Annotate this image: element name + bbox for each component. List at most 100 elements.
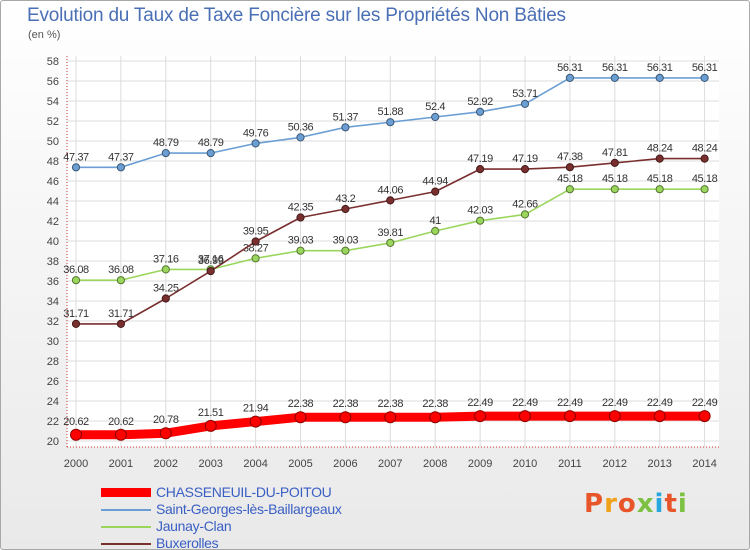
- logo-letter: r: [604, 489, 618, 519]
- unit-label: (en %): [28, 29, 61, 41]
- data-label-chasseneuil-du-poitou: 22.49: [557, 397, 583, 409]
- data-point-buxerolles: [520, 165, 530, 174]
- data-point-buxerolles: [655, 154, 664, 163]
- data-point-buxerolles: [251, 237, 260, 246]
- data-point-buxerolles: [565, 163, 575, 172]
- data-label-buxerolles: 34.25: [153, 283, 179, 295]
- y-tick-label: 30: [47, 336, 59, 348]
- data-label-buxerolles: 39.95: [243, 226, 269, 238]
- data-point-jaunay-clan: [116, 276, 126, 285]
- data-label-chasseneuil-du-poitou: 20.62: [63, 416, 89, 428]
- data-label-buxerolles: 31.71: [63, 308, 89, 320]
- logo-letter: o: [617, 489, 637, 519]
- legend-label: Buxerolles: [156, 535, 219, 550]
- x-tick-label: 2006: [333, 458, 357, 470]
- data-label-saint-georges-les-baillargeaux: 48.79: [198, 137, 224, 149]
- x-tick-label: 2007: [378, 458, 402, 470]
- data-point-buxerolles: [116, 319, 126, 328]
- data-point-saint-georges-les-baillargeaux: [431, 112, 440, 122]
- data-point-buxerolles: [700, 154, 709, 163]
- data-label-saint-georges-les-baillargeaux: 52.4: [425, 101, 445, 113]
- y-tick-label: 32: [47, 316, 59, 328]
- logo-letter: t: [664, 489, 678, 519]
- data-point-chasseneuil-du-poitou: [384, 411, 397, 424]
- data-point-jaunay-clan: [341, 246, 350, 255]
- data-point-chasseneuil-du-poitou: [294, 411, 307, 424]
- data-label-saint-georges-les-baillargeaux: 56.31: [692, 62, 718, 74]
- legend-swatch: [101, 509, 151, 511]
- data-point-chasseneuil-du-poitou: [339, 411, 352, 424]
- data-label-jaunay-clan: 39.03: [333, 235, 359, 247]
- data-label-buxerolles: 48.24: [647, 143, 673, 155]
- data-point-chasseneuil-du-poitou: [653, 410, 666, 423]
- data-point-chasseneuil-du-poitou: [474, 410, 487, 423]
- data-label-saint-georges-les-baillargeaux: 47.37: [63, 151, 89, 163]
- legend-label: Saint-Georges-lès-Baillargeaux: [156, 501, 342, 517]
- data-label-buxerolles: 47.19: [512, 153, 538, 165]
- data-point-buxerolles: [341, 204, 350, 214]
- chart-title: Evolution du Taux de Taxe Foncière sur l…: [27, 5, 566, 26]
- data-label-chasseneuil-du-poitou: 22.38: [378, 398, 404, 410]
- y-tick-label: 50: [47, 136, 59, 148]
- data-point-saint-georges-les-baillargeaux: [116, 163, 126, 172]
- y-tick-label: 24: [47, 396, 59, 408]
- data-label-chasseneuil-du-poitou: 22.38: [422, 398, 448, 410]
- data-point-jaunay-clan: [610, 185, 619, 194]
- data-point-chasseneuil-du-poitou: [249, 415, 262, 428]
- logo-letter: i: [654, 489, 665, 519]
- logo-letter: P: [584, 489, 605, 519]
- data-label-jaunay-clan: 37.16: [153, 253, 179, 265]
- data-point-jaunay-clan: [476, 216, 485, 225]
- data-point-jaunay-clan: [161, 265, 170, 274]
- x-tick-label: 2010: [513, 458, 537, 470]
- data-label-chasseneuil-du-poitou: 22.49: [647, 397, 673, 409]
- legend-label: CHASSENEUIL-DU-POITOU: [156, 484, 332, 500]
- x-tick-label: 2012: [603, 458, 627, 470]
- data-point-buxerolles: [431, 187, 440, 196]
- data-point-buxerolles: [386, 196, 395, 205]
- data-point-jaunay-clan: [565, 185, 575, 194]
- legend-swatch: [101, 526, 151, 528]
- y-tick-label: 48: [47, 156, 59, 168]
- data-point-chasseneuil-du-poitou: [114, 428, 127, 441]
- proxiti-logo: Proxiti: [584, 489, 688, 519]
- logo-letter: i: [677, 489, 688, 519]
- x-tick-label: 2000: [64, 458, 88, 470]
- y-tick-label: 52: [47, 116, 59, 128]
- data-label-saint-georges-les-baillargeaux: 47.37: [108, 151, 134, 163]
- data-label-buxerolles: 42.35: [288, 202, 314, 214]
- y-tick-label: 36: [47, 276, 59, 288]
- data-point-jaunay-clan: [296, 246, 305, 255]
- data-point-saint-georges-les-baillargeaux: [71, 163, 81, 172]
- y-tick-label: 58: [47, 56, 59, 68]
- data-label-buxerolles: 44.94: [422, 176, 448, 188]
- x-tick-label: 2004: [243, 458, 267, 470]
- x-tick-label: 2003: [198, 458, 222, 470]
- data-label-jaunay-clan: 45.18: [647, 173, 673, 185]
- x-tick-label: 2002: [154, 458, 178, 470]
- y-tick-label: 40: [47, 236, 59, 248]
- data-label-chasseneuil-du-poitou: 22.49: [692, 397, 718, 409]
- data-point-jaunay-clan: [655, 185, 664, 194]
- data-label-buxerolles: 48.24: [692, 143, 718, 155]
- x-tick-label: 2013: [647, 458, 671, 470]
- data-point-chasseneuil-du-poitou: [563, 410, 576, 423]
- data-label-saint-georges-les-baillargeaux: 56.31: [557, 62, 583, 74]
- data-point-saint-georges-les-baillargeaux: [655, 73, 664, 83]
- data-point-buxerolles: [296, 213, 305, 222]
- x-tick-label: 2014: [692, 458, 716, 470]
- data-label-buxerolles: 43.2: [335, 193, 355, 205]
- data-label-saint-georges-les-baillargeaux: 51.88: [378, 106, 404, 118]
- y-tick-label: 56: [47, 76, 59, 88]
- data-point-jaunay-clan: [386, 238, 395, 247]
- data-label-chasseneuil-du-poitou: 22.38: [333, 398, 359, 410]
- data-label-jaunay-clan: 39.03: [288, 235, 314, 247]
- data-label-chasseneuil-du-poitou: 22.49: [602, 397, 628, 409]
- data-label-saint-georges-les-baillargeaux: 52.92: [467, 96, 493, 108]
- data-label-jaunay-clan: 45.18: [557, 173, 583, 185]
- y-tick-label: 38: [47, 256, 59, 268]
- x-tick-label: 2001: [109, 458, 133, 470]
- data-label-jaunay-clan: 45.18: [602, 173, 628, 185]
